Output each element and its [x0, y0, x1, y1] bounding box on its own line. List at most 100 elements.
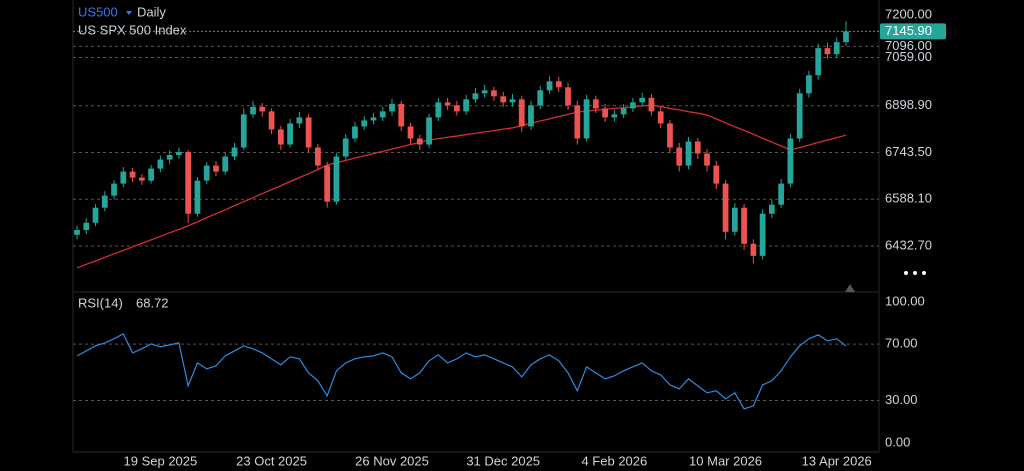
symbol[interactable]: US500	[78, 4, 118, 19]
symbol-dropdown[interactable]	[126, 11, 132, 15]
candle-body	[213, 165, 219, 172]
more-dot[interactable]	[922, 271, 926, 275]
candle-body	[315, 147, 321, 166]
x-tick-label: 23 Oct 2025	[236, 453, 307, 468]
candle-body	[833, 42, 840, 55]
candle-body	[815, 48, 822, 76]
candle-body	[843, 31, 849, 43]
candle-body	[426, 117, 432, 145]
interval[interactable]: Daily	[137, 4, 166, 19]
y-tick-label: 30.00	[885, 392, 918, 407]
candle-body	[685, 141, 692, 166]
candle-body	[537, 90, 544, 106]
more-dot[interactable]	[904, 271, 908, 275]
candle-body	[472, 93, 479, 100]
y-tick-label: 6432.70	[885, 237, 932, 252]
candle-body	[101, 195, 108, 208]
more-dot[interactable]	[913, 271, 917, 275]
candle-body	[185, 152, 192, 214]
y-tick-label: 7200.00	[885, 6, 932, 21]
y-tick-label: 6588.10	[885, 191, 932, 206]
candle-body	[546, 81, 553, 91]
candle-body	[379, 111, 386, 118]
y-tick-label: 100.00	[885, 293, 925, 308]
y-tick-label: 7096.00	[885, 38, 932, 53]
candle-body	[648, 97, 655, 112]
candle-body	[518, 99, 525, 127]
candle-body	[583, 99, 590, 139]
candle-body	[806, 75, 812, 94]
candle-body	[824, 48, 831, 55]
candle-body	[305, 117, 312, 148]
candle-body	[277, 129, 284, 145]
candle-body	[389, 103, 395, 112]
candle-body	[639, 97, 646, 103]
y-tick-label: 6743.50	[885, 144, 932, 159]
candle-body	[444, 102, 451, 106]
candle-body	[240, 114, 247, 148]
candle-body	[694, 141, 701, 154]
candle-body	[250, 106, 256, 115]
x-tick-label: 13 Apr 2026	[802, 453, 872, 468]
y-tick-label: 70.00	[885, 336, 918, 351]
candle-body	[324, 165, 331, 202]
candle-body	[704, 153, 710, 166]
x-tick-label: 4 Feb 2026	[581, 453, 647, 468]
indicator-value: 68.72	[136, 295, 169, 310]
candle-body	[222, 156, 229, 172]
candle-body	[370, 117, 377, 121]
candle-body	[602, 108, 608, 118]
candle-body	[491, 90, 497, 97]
x-tick-label: 31 Dec 2025	[466, 453, 540, 468]
candle-body	[796, 93, 803, 139]
candle-body	[657, 111, 664, 124]
candle-body	[778, 183, 785, 205]
candle-body	[750, 243, 757, 256]
candle-body	[157, 159, 164, 169]
candle-body	[166, 155, 173, 160]
candle-body	[528, 105, 534, 127]
candle-body	[259, 106, 266, 112]
candle-body	[509, 99, 516, 103]
candle-body	[231, 147, 238, 157]
x-tick-label: 26 Nov 2025	[355, 453, 429, 468]
candle-body	[352, 126, 358, 139]
symbol-description: US SPX 500 Index	[78, 22, 187, 37]
candle-body	[787, 138, 794, 184]
candle-body	[296, 117, 303, 124]
candle-body	[74, 229, 80, 235]
candle-body	[500, 96, 507, 103]
candle-body	[361, 120, 368, 127]
candle-body	[287, 123, 293, 145]
candle-body	[203, 165, 210, 181]
y-tick-label: 6898.90	[885, 97, 932, 112]
scroll-marker	[845, 284, 855, 292]
candle-body	[592, 99, 599, 109]
x-tick-label: 10 Mar 2026	[689, 453, 762, 468]
candle-body	[138, 177, 145, 181]
y-tick-label: 7059.00	[885, 49, 932, 64]
candle-body	[769, 204, 775, 214]
candle-body	[129, 171, 136, 178]
moving-average	[76, 104, 847, 269]
rsi-line	[76, 333, 847, 410]
candle-body	[453, 105, 460, 112]
candle-body	[92, 207, 99, 223]
candle-body	[731, 207, 738, 232]
last-price-label: 7145.90	[885, 23, 932, 38]
y-tick-label: 0.00	[885, 434, 910, 449]
last-price-tag	[880, 23, 946, 40]
candle-body	[630, 102, 636, 109]
candle-body	[120, 171, 127, 184]
candle-body	[333, 156, 340, 202]
candle-body	[555, 81, 562, 88]
candle-body	[407, 126, 414, 139]
candle-body	[667, 123, 673, 148]
candle-body	[565, 87, 571, 106]
candle-body	[148, 168, 154, 181]
candle-body	[416, 138, 423, 145]
candle-body	[111, 183, 117, 196]
indicator-title: RSI(14)	[78, 295, 123, 310]
